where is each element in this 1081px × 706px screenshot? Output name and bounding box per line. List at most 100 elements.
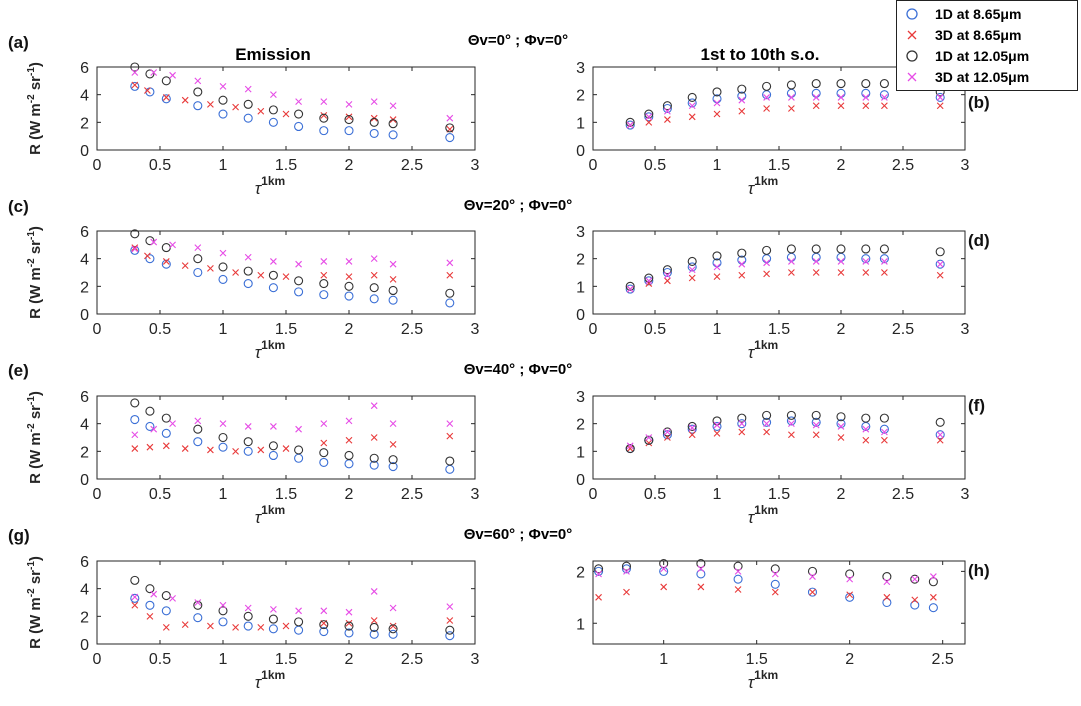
axes-frame [592, 230, 966, 315]
data-point-x [664, 428, 671, 436]
data-point-circle [786, 88, 796, 98]
data-point-circle [130, 414, 140, 425]
data-point-x [295, 98, 302, 105]
data-point-x [788, 94, 795, 101]
data-point-circle [928, 577, 938, 587]
y-tick-label: 2 [576, 417, 585, 434]
data-point-x [181, 621, 189, 629]
data-point-x [881, 428, 888, 436]
data-point-x [812, 94, 820, 101]
series-1 [131, 81, 454, 133]
data-point-circle [145, 69, 155, 79]
x-axis-label: τ1km [255, 668, 285, 692]
panel-d: 0 0.5 1 1.5 2 2.5 3 0 1 2 3 τ1km (d) [576, 224, 990, 362]
series-0 [625, 416, 945, 454]
data-point-x [734, 567, 742, 575]
data-point-x [837, 434, 845, 441]
x-tick-label: 0 [589, 486, 598, 503]
y-tick-label: 1 [576, 115, 585, 132]
data-point-circle [268, 441, 278, 451]
data-point-x [660, 565, 668, 573]
data-point-circle [786, 244, 796, 254]
x-tick-label: 1.5 [768, 157, 790, 174]
data-point-x [345, 113, 353, 121]
data-point-circle [644, 273, 654, 283]
data-point-circle [344, 459, 354, 469]
data-point-circle [882, 597, 892, 608]
data-point-x [645, 277, 653, 285]
data-point-x [713, 99, 721, 107]
data-point-circle [193, 600, 203, 610]
panel-letter: (e) [8, 361, 29, 380]
data-point-x [688, 424, 696, 432]
series-0 [130, 81, 455, 143]
data-point-circle [445, 288, 455, 298]
data-point-circle [935, 92, 945, 102]
series-3 [131, 588, 454, 616]
data-point-x [169, 420, 176, 428]
x-marker-icon [907, 30, 917, 40]
x-axis-label: τ1km [255, 338, 285, 362]
data-point-x [194, 599, 202, 606]
data-point-x [131, 601, 139, 609]
data-point-x [446, 603, 454, 611]
y-tick-label: 0 [80, 143, 89, 160]
data-point-circle [243, 621, 253, 631]
data-point-x [244, 423, 252, 430]
y-tick-label: 2 [80, 609, 89, 626]
data-point-circle [786, 252, 796, 262]
x-tick-label: 0 [93, 321, 102, 338]
data-point-circle [193, 267, 203, 278]
data-point-circle [762, 254, 772, 264]
data-point-circle [696, 569, 706, 579]
data-point-x [345, 273, 353, 281]
data-point-circle [879, 413, 889, 423]
data-point-circle [218, 274, 228, 284]
data-point-circle [935, 430, 945, 440]
data-point-circle [879, 90, 889, 100]
data-point-x [320, 439, 328, 447]
data-point-x [131, 445, 139, 452]
data-point-circle [687, 424, 697, 434]
data-point-x [713, 263, 721, 271]
data-point-x [194, 244, 202, 251]
data-point-x [144, 87, 151, 94]
data-point-circle [388, 285, 398, 296]
data-point-circle [130, 245, 140, 255]
data-point-x [713, 273, 721, 281]
row-title-0: Θv=0° ; Φv=0° [468, 32, 568, 49]
x-tick-label: 3 [961, 321, 970, 338]
data-point-circle [388, 295, 398, 305]
row-title-3: Θv=60° ; Φv=0° [464, 526, 573, 543]
data-point-circle [268, 624, 278, 634]
data-point-x [320, 112, 328, 119]
x-tick-label: 2.5 [401, 486, 423, 503]
data-point-circle [161, 413, 171, 423]
data-point-circle [712, 251, 722, 261]
data-point-x [446, 617, 454, 624]
data-point-x [883, 593, 891, 601]
data-point-x [320, 98, 328, 105]
data-point-x [881, 94, 888, 101]
data-point-x [162, 442, 170, 450]
data-point-circle [662, 101, 672, 111]
axes-frame [592, 560, 966, 645]
y-tick-label: 6 [80, 60, 89, 77]
data-point-circle [294, 109, 304, 119]
data-point-x [446, 432, 454, 440]
data-point-circle [369, 117, 379, 127]
x-tick-label: 2.5 [401, 651, 423, 668]
data-point-circle [294, 625, 304, 635]
y-tick-label: 2 [80, 115, 89, 132]
data-point-x [688, 102, 696, 110]
data-point-x [232, 103, 239, 111]
data-point-circle [218, 109, 228, 119]
series-3 [131, 238, 454, 268]
data-point-circle [344, 628, 354, 638]
data-point-circle [879, 254, 889, 264]
data-point-circle [369, 128, 379, 138]
data-point-x [664, 116, 671, 123]
data-point-circle [319, 448, 329, 458]
data-point-x [144, 252, 151, 260]
